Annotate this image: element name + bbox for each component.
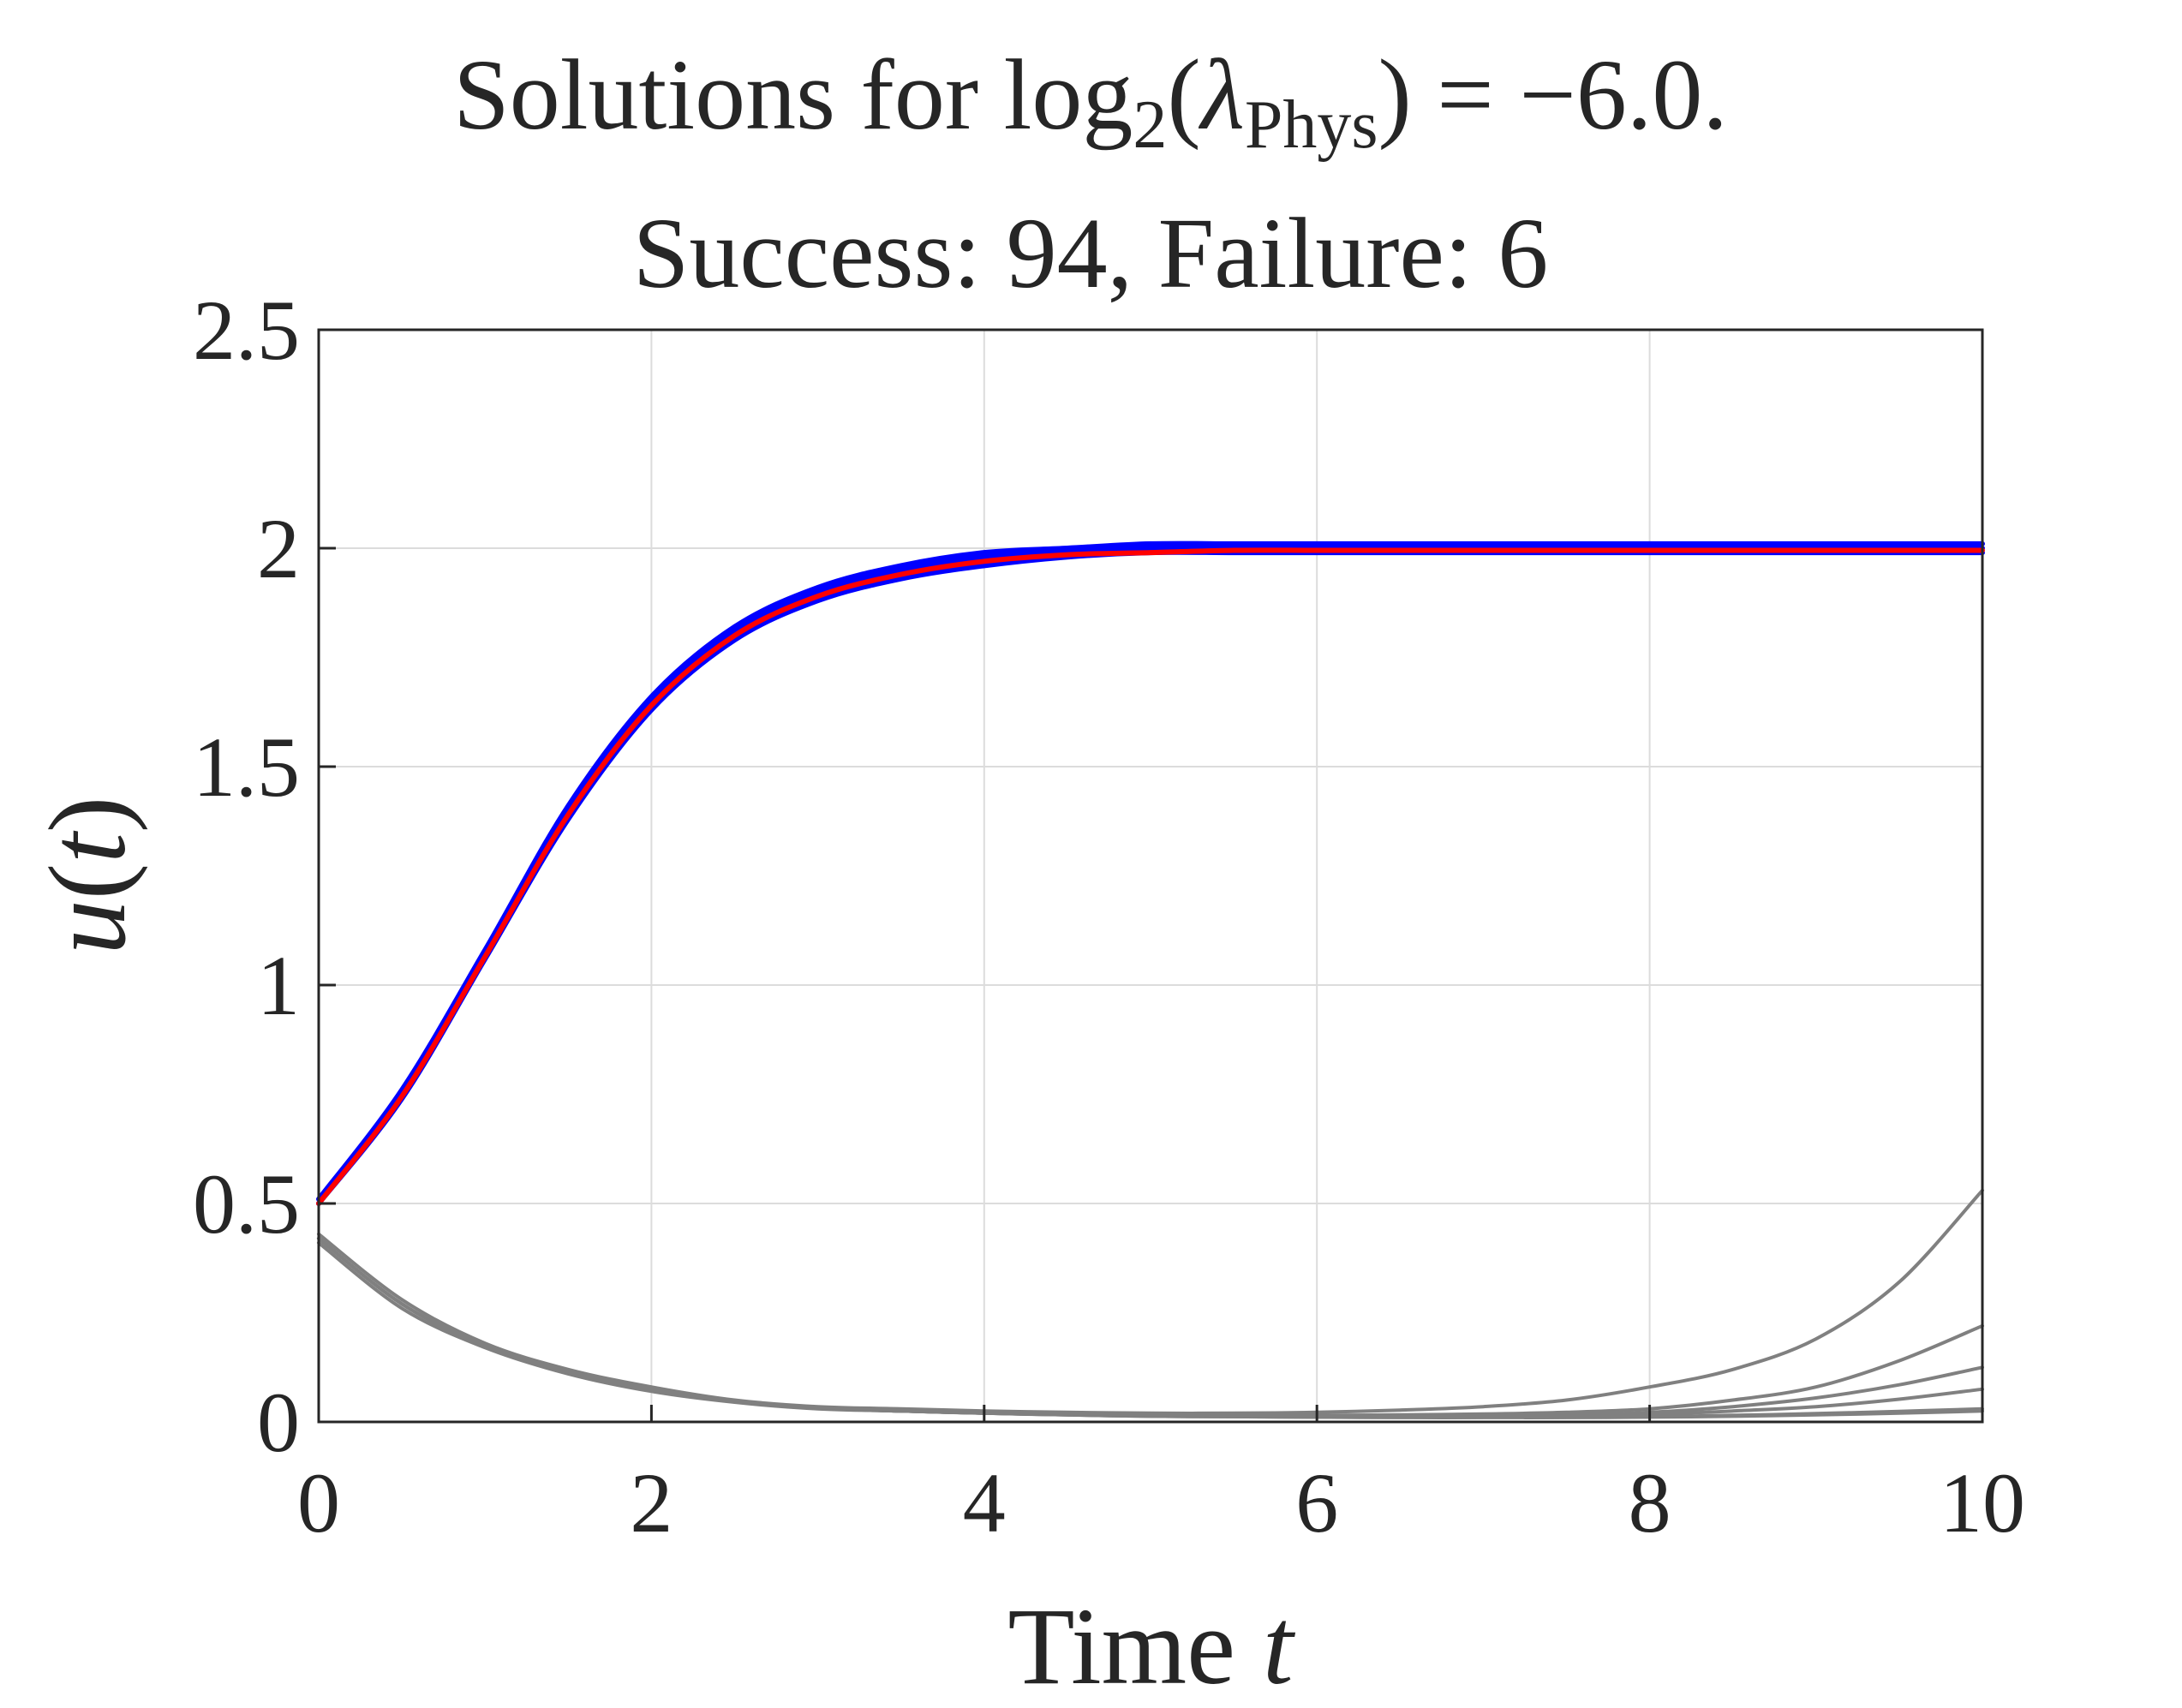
- chart-subtitle: Success: 94, Failure: 6: [633, 197, 1548, 309]
- axis-ticks: 0 2 4 6 8 10 0 0.5 1 1.5 2 2.5: [193, 283, 2025, 1550]
- x-tick-label-5: 10: [1940, 1455, 2025, 1550]
- success-series-line-2: [316, 549, 1985, 1206]
- y-tick-label-3: 1.5: [193, 720, 300, 815]
- failure-series-line-6: [317, 1236, 1984, 1418]
- x-tick-label-1: 2: [630, 1455, 673, 1550]
- title-open-paren: (: [1167, 39, 1200, 151]
- y-tick-label-2: 1: [257, 938, 300, 1033]
- y-tick-label-1: 0.5: [193, 1156, 300, 1251]
- chart-title: Solutions for log2(λPhys) = −6.0.: [453, 39, 1728, 163]
- title-symbol: λ: [1199, 39, 1245, 151]
- title-symbol-subscript: Phys: [1245, 87, 1378, 163]
- title-prefix: Solutions for: [453, 39, 1004, 151]
- failure-series-line-4: [317, 1188, 1984, 1415]
- y-axis-label-open: (: [27, 863, 148, 900]
- title-suffix: = −6.0.: [1412, 39, 1728, 151]
- y-axis-label-close: ): [27, 797, 148, 833]
- y-tick-label-5: 2.5: [193, 283, 300, 378]
- y-tick-label-4: 2: [257, 501, 300, 596]
- x-axis-label-var: t: [1263, 1586, 1296, 1707]
- failure-series-line-8: [317, 1236, 1984, 1419]
- y-axis-label-func: u: [27, 899, 148, 954]
- failure-series-line-5: [317, 1240, 1984, 1418]
- x-axis-label: Time t: [1007, 1586, 1296, 1707]
- y-axis-label-var: t: [27, 830, 148, 863]
- y-tick-label-0: 0: [257, 1375, 300, 1470]
- x-axis-label-text: Time: [1007, 1586, 1263, 1707]
- x-tick-label-4: 8: [1629, 1455, 1671, 1550]
- failure-series-line-9: [317, 1236, 1984, 1419]
- y-axis-label: u(t): [27, 797, 148, 955]
- failure-series-line-7: [317, 1236, 1984, 1418]
- success-series-line-0: [316, 540, 1985, 1202]
- axes-box: [317, 328, 1984, 1424]
- x-tick-label-0: 0: [297, 1455, 340, 1550]
- title-func-subscript: 2: [1133, 87, 1167, 163]
- plot-series: [316, 540, 1985, 1419]
- reference-series-line-3: [316, 547, 1985, 1206]
- title-close-paren: ): [1378, 39, 1411, 151]
- grid-lines: [318, 329, 1983, 1423]
- success-series-line-1: [316, 545, 1985, 1206]
- x-tick-label-3: 6: [1295, 1455, 1338, 1550]
- title-func: log: [1004, 39, 1133, 151]
- x-tick-label-2: 4: [963, 1455, 1006, 1550]
